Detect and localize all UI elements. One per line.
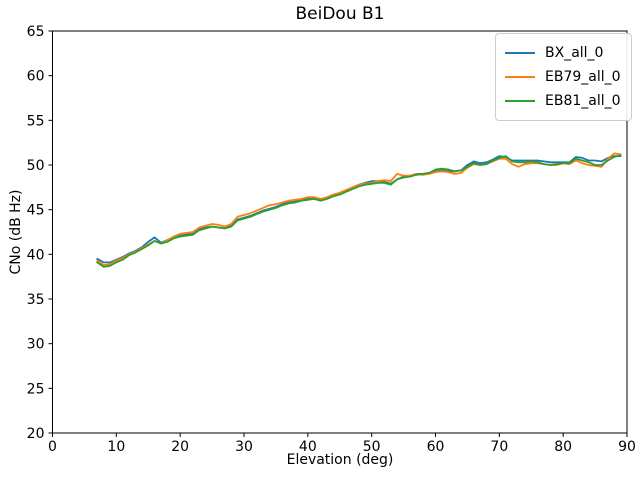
- legend-line-swatch-orange: [505, 76, 535, 78]
- y-tick-label: 50: [27, 158, 45, 174]
- legend-entry: EB79_all_0: [505, 65, 621, 89]
- x-tick-label: 70: [490, 439, 508, 455]
- y-tick-label: 20: [27, 426, 45, 442]
- y-tick-label: 65: [27, 24, 45, 40]
- legend-label: EB81_all_0: [545, 93, 621, 109]
- x-axis-label: Elevation (deg): [286, 452, 394, 468]
- series-line-EB79_all_0: [96, 152, 622, 267]
- series-line-EB81_all_0: [96, 154, 622, 268]
- legend-line-swatch-blue: [505, 52, 535, 54]
- x-tick-label: 50: [363, 439, 381, 455]
- chart-title: BeiDou B1: [295, 4, 385, 24]
- legend-label: BX_all_0: [545, 45, 604, 61]
- x-tick-label: 20: [171, 439, 189, 455]
- y-tick-label: 25: [27, 381, 45, 397]
- legend-entry: BX_all_0: [505, 41, 621, 65]
- series-line-BX_all_0: [96, 155, 622, 264]
- x-tick-label: 60: [427, 439, 445, 455]
- y-tick-label: 60: [27, 69, 45, 85]
- y-tick-label: 55: [27, 113, 45, 129]
- legend: BX_all_0 EB79_all_0 EB81_all_0: [495, 33, 632, 121]
- legend-entry: EB81_all_0: [505, 89, 621, 113]
- legend-line-swatch-green: [505, 100, 535, 102]
- y-tick-label: 40: [27, 247, 45, 263]
- x-tick-label: 90: [618, 439, 636, 455]
- x-tick-label: 40: [299, 439, 317, 455]
- y-axis-label: CNo (dB Hz): [8, 189, 24, 275]
- x-tick-label: 10: [107, 439, 125, 455]
- y-tick-label: 35: [27, 292, 45, 308]
- x-tick-label: 0: [48, 439, 57, 455]
- x-tick-label: 80: [554, 439, 572, 455]
- y-tick-label: 45: [27, 203, 45, 219]
- legend-label: EB79_all_0: [545, 69, 621, 85]
- y-tick-label: 30: [27, 337, 45, 353]
- x-tick-label: 30: [235, 439, 253, 455]
- plot-frame: [52, 30, 628, 434]
